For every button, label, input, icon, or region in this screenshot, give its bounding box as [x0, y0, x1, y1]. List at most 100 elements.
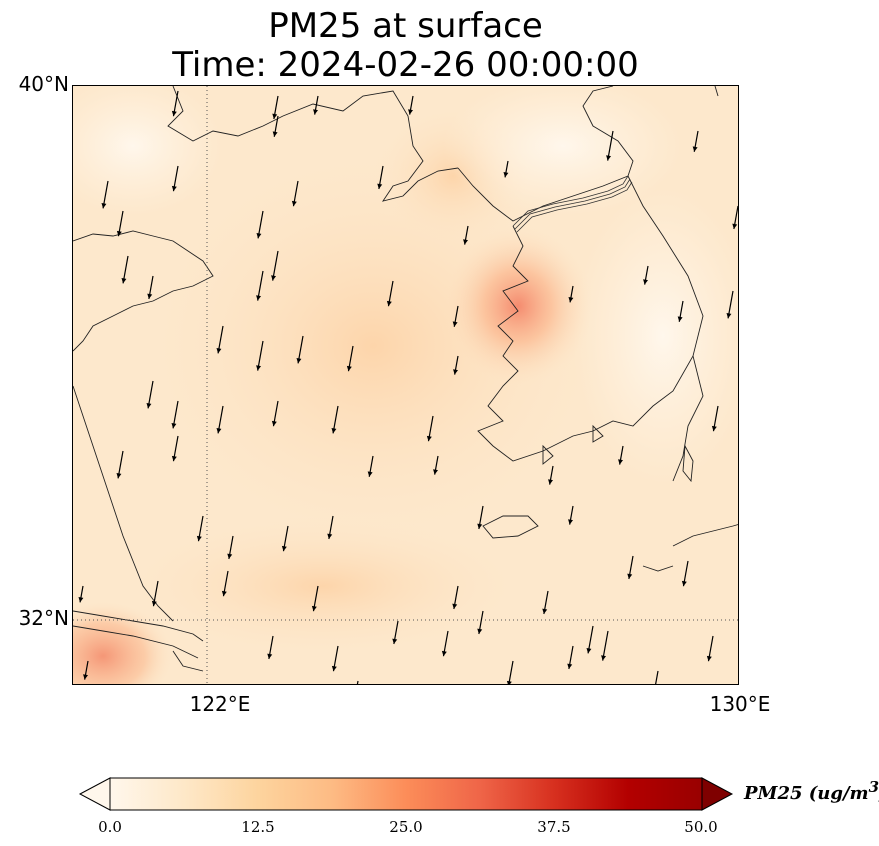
wind-arrow-head	[227, 553, 233, 559]
wind-arrow-head	[643, 279, 648, 285]
colorbar	[78, 777, 734, 811]
lat-label-32n: 32°N	[18, 606, 69, 630]
wind-arrow-shaft	[272, 250, 279, 281]
wind-arrow-head	[311, 605, 317, 612]
wind-arrow-head	[392, 638, 398, 644]
wind-arrow-head	[452, 321, 458, 327]
wind-arrow-shaft	[257, 270, 264, 301]
wind-arrow-shaft	[655, 670, 659, 684]
wind-arrow-head	[196, 535, 202, 542]
map-panel	[72, 85, 739, 685]
wind-arrow-head	[542, 608, 548, 614]
wind-arrow-shaft	[602, 630, 609, 661]
lat-label-40n: 40°N	[18, 72, 69, 96]
plot-title-line1: PM25 at surface	[268, 6, 543, 46]
pm25-low-northwest	[73, 86, 223, 216]
wind-arrow-head	[706, 655, 712, 662]
lon-label-122e: 122°E	[189, 692, 251, 716]
gridlines	[73, 86, 738, 684]
colorbar-tick-0: 0.0	[98, 818, 122, 836]
wind-arrow-head	[452, 603, 458, 609]
wind-arrow-head	[313, 109, 318, 115]
wind-arrow-head	[216, 428, 222, 434]
wind-arrow-head	[271, 275, 277, 281]
wind-arrow-head	[506, 680, 512, 684]
coastlines	[73, 86, 738, 672]
colorbar-gradient	[109, 777, 703, 811]
wind-arrow-head	[568, 297, 574, 303]
wind-arrow-head	[271, 420, 277, 427]
wind-arrow-head	[78, 597, 84, 603]
wind-arrow-head	[567, 663, 573, 669]
wind-arrow-head	[116, 230, 122, 237]
colorbar-tick-4: 50.0	[684, 818, 718, 836]
lon-label-130e: 130°E	[709, 692, 771, 716]
wind-arrow-head	[477, 523, 483, 529]
wind-arrow-head	[267, 653, 273, 659]
colorbar-tick-1: 12.5	[241, 818, 275, 836]
wind-arrow-head	[171, 455, 177, 462]
wind-arrow-head	[692, 146, 698, 152]
wind-arrow-head	[151, 600, 157, 607]
country-border	[512, 175, 633, 233]
pm25-map	[73, 86, 738, 684]
wind-arrow-head	[101, 203, 107, 209]
wind-arrow-head	[147, 293, 153, 299]
wind-arrow-head	[83, 674, 88, 680]
wind-arrow-head	[256, 233, 262, 239]
colorbar-label: PM25 (ug/m3)	[744, 778, 879, 804]
wind-arrow-head	[272, 113, 278, 119]
wind-arrow-head	[171, 423, 177, 429]
wind-arrow-head	[408, 109, 413, 115]
wind-arrow-shaft	[607, 130, 614, 161]
wind-arrow-head	[256, 295, 262, 301]
pm25-hotspot-seoul	[443, 226, 593, 386]
wind-arrow-head	[386, 300, 392, 307]
wind-arrow-head	[216, 348, 222, 354]
wind-arrow-head	[503, 172, 509, 178]
colorbar-tick-2: 25.0	[389, 818, 423, 836]
wind-arrow-head	[568, 519, 573, 525]
wind-arrow-head	[441, 650, 447, 657]
pm25-south-band	[123, 516, 523, 656]
wind-arrow-head	[453, 369, 458, 375]
wind-arrow-head	[221, 590, 227, 597]
pm25-low-korea-east	[573, 186, 738, 486]
wind-arrow-head	[121, 278, 127, 284]
wind-arrow-head	[256, 365, 262, 371]
colorbar-extend-min	[78, 777, 111, 811]
wind-arrow-head	[732, 223, 738, 229]
wind-arrow-head	[627, 573, 633, 579]
wind-arrow-shaft	[257, 340, 264, 371]
wind-arrow-head	[116, 473, 122, 479]
wind-arrow-head	[377, 183, 383, 189]
wind-arrow-head	[367, 471, 373, 477]
wind-arrow-head	[291, 200, 297, 207]
wind-arrow-head	[272, 131, 278, 137]
wind-arrow-head	[677, 316, 683, 322]
wind-vectors	[78, 90, 738, 684]
wind-arrow-head	[586, 648, 592, 654]
wind-arrow-head	[477, 628, 483, 634]
plot-title-line2: Time: 2024-02-26 00:00:00	[172, 45, 639, 85]
wind-arrow-head	[606, 155, 612, 161]
wind-arrow-head	[463, 239, 468, 245]
wind-arrow-head	[331, 665, 337, 672]
colorbar-extend-max	[701, 777, 734, 811]
wind-arrow-head	[146, 403, 152, 409]
wind-arrow-head	[327, 533, 333, 539]
pm25-hotspot-shanghai	[73, 601, 173, 684]
wind-arrow-head	[171, 185, 177, 192]
wind-arrow-head	[681, 580, 687, 587]
wind-arrow-head	[726, 313, 732, 319]
colorbar-tick-3: 37.5	[537, 818, 571, 836]
wind-arrow-head	[601, 655, 607, 661]
wind-arrow-head	[346, 365, 352, 372]
wind-arrow-head	[433, 469, 438, 475]
wind-arrow-head	[171, 110, 177, 117]
wind-arrow-head	[618, 459, 623, 465]
wind-arrow-head	[296, 358, 302, 364]
wind-arrow-head	[331, 428, 337, 434]
wind-arrow-head	[711, 425, 717, 432]
wind-arrow-head	[426, 435, 432, 442]
